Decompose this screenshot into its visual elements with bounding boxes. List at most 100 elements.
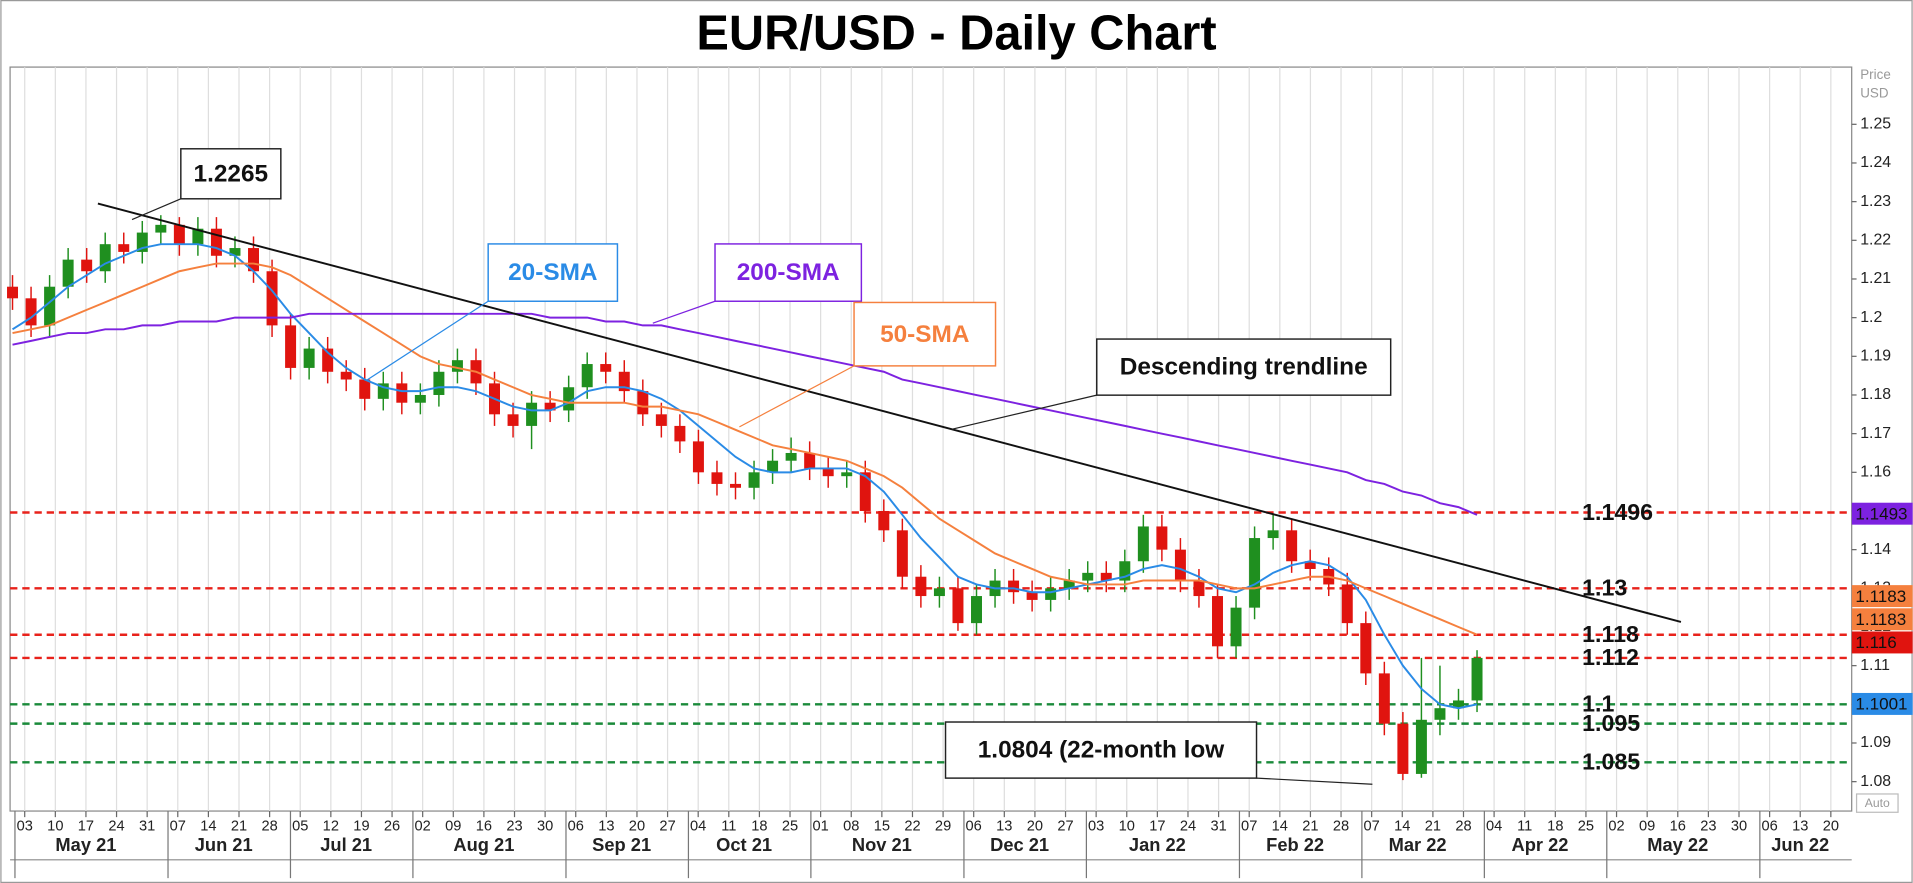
y-tick-label: 1.11 [1860,657,1890,674]
x-tick-label: 20 [1823,819,1839,835]
candle-body [1026,592,1038,600]
y-tick-label: 1.24 [1860,154,1891,171]
candle-body [7,286,19,299]
candle-body [618,371,630,392]
x-tick-label: 29 [935,819,951,835]
candle-body [377,383,389,399]
candle-body [804,452,816,469]
x-tick-label: 19 [353,819,369,835]
month-label: Nov 21 [852,834,912,855]
candle-body [1471,657,1483,701]
candle-body [1008,580,1020,593]
x-tick-label: 31 [139,819,155,835]
month-label: Dec 21 [990,834,1049,855]
y-axis-label: Price [1860,67,1891,82]
x-tick-label: 12 [323,819,339,835]
x-tick-label: 07 [170,819,186,835]
candle-body [136,232,148,252]
price-tag-label: 1.1183 [1855,610,1906,629]
price-tag-label: 1.1493 [1855,504,1907,523]
x-tick-label: 04 [690,819,706,835]
y-tick-label: 1.19 [1860,347,1891,364]
candle-body [1137,526,1149,562]
candle-body [210,228,222,256]
month-label: Jun 22 [1771,834,1829,855]
x-tick-label: 11 [1517,819,1532,835]
x-tick-label: 03 [1088,819,1104,835]
y-tick-label: 1.2 [1860,309,1882,326]
candle-body [915,576,927,597]
y-tick-label: 1.16 [1860,464,1891,481]
candle-body [44,286,56,326]
x-tick-label: 02 [1608,819,1624,835]
x-tick-label: 23 [506,819,522,835]
callout-box [714,243,863,302]
level-label: 1.095 [1582,710,1640,736]
callout-label: 50-SMA [880,321,969,348]
candle-body [1156,526,1168,550]
candle-body [563,387,575,411]
y-tick-label: 1.22 [1860,231,1891,248]
candle-body [266,271,278,326]
sma-line [12,262,1478,636]
month-label: Sep 21 [592,834,651,855]
candle-body [173,224,185,245]
x-tick-label: 21 [1302,819,1318,835]
candle-body [359,379,371,399]
candle-body [581,364,593,388]
candle-body [859,472,871,511]
candle-body [711,472,723,484]
x-tick-label: 31 [1210,819,1226,835]
candle-body [451,360,463,372]
y-tick-label: 1.09 [1860,734,1891,751]
candle-body [303,348,315,368]
month-label: May 21 [55,834,116,855]
x-tick-label: 24 [1180,819,1196,835]
month-label: Feb 22 [1266,834,1324,855]
candle-body [25,298,37,326]
x-tick-label: 28 [1455,819,1471,835]
x-tick-label: 30 [1731,819,1747,835]
candle-body [433,371,445,395]
x-tick-label: 06 [568,819,584,835]
callout-label: 1.0804 (22-month low [978,737,1225,764]
x-tick-label: 08 [843,819,859,835]
x-tick-label: 25 [1578,819,1594,835]
y-tick-label: 1.21 [1860,270,1891,287]
x-tick-label: 16 [1670,819,1686,835]
candle-body [1193,580,1205,597]
candle-body [322,348,334,372]
candle-body [878,510,890,531]
axes: 1.081.091.11.111.121.131.141.151.161.171… [10,67,1913,879]
candle-body [544,402,556,411]
y-tick-label: 1.17 [1860,425,1891,442]
candle-body [1082,572,1094,581]
x-tick-label: 21 [1425,819,1441,835]
callout-line [951,394,1097,430]
chart-title: EUR/USD - Daily Chart [696,6,1216,60]
candle-body [285,325,297,368]
x-tick-label: 06 [966,819,982,835]
x-tick-label: 02 [415,819,431,835]
x-tick-label: 26 [384,819,400,835]
candle-body [1304,561,1316,569]
price-tag [1851,608,1913,631]
candle-body [81,259,93,272]
x-tick-label: 16 [476,819,492,835]
month-label: Aug 21 [453,834,514,855]
candle-body [692,441,704,473]
x-tick-label: 18 [1547,819,1563,835]
price-tag [1851,585,1913,608]
sma-line [11,243,1478,710]
y-tick-label: 1.14 [1860,541,1891,558]
candle-body [637,391,649,415]
candle-body [841,472,853,477]
candle-body [1100,572,1112,581]
price-tag [1851,502,1913,525]
candle-body [1249,538,1261,608]
x-tick-label: 18 [751,819,767,835]
candle-body [414,394,426,403]
